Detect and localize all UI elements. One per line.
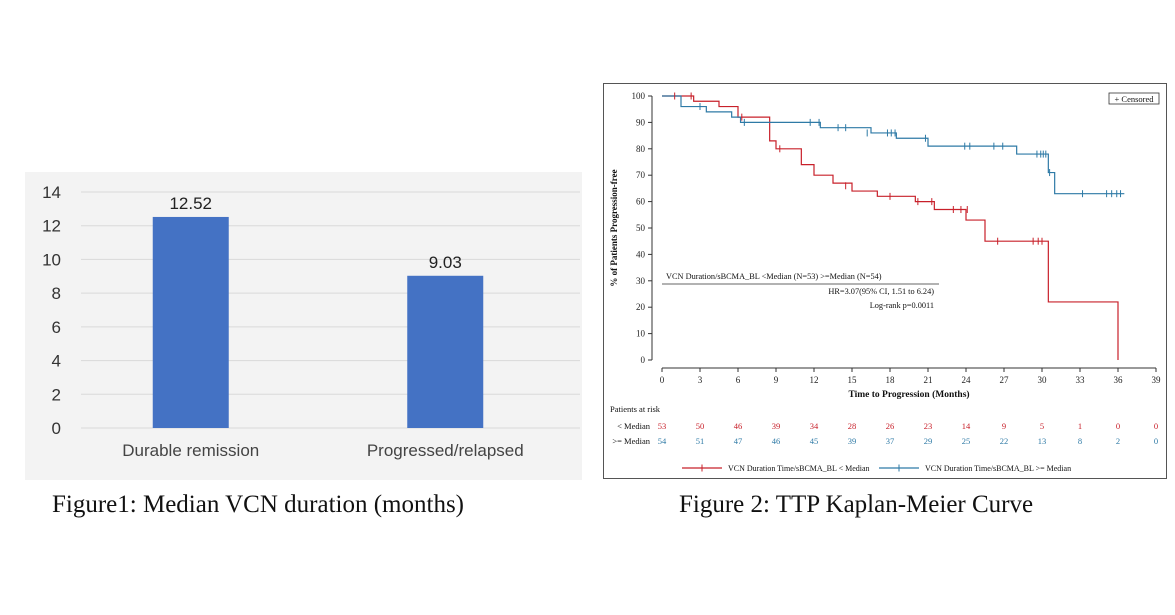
x-tick-label: 30 [1038,375,1048,385]
y-tick-label: 90 [636,117,646,127]
risk-count: 34 [810,421,819,431]
y-tick-label: 10 [42,250,61,269]
y-tick-label: 0 [52,419,61,438]
y-tick-label: 14 [42,183,61,202]
y-axis-title: % of Patients Progression-free [609,169,619,286]
x-tick-label: 24 [962,375,972,385]
x-tick-label: 15 [848,375,858,385]
category-label: Progressed/relapsed [367,441,524,460]
x-tick-label: 0 [660,375,665,385]
risk-count: 0 [1154,436,1158,446]
x-tick-label: 36 [1114,375,1124,385]
risk-count: 9 [1002,421,1006,431]
y-tick-label: 80 [636,144,646,154]
risk-count: 53 [658,421,667,431]
risk-count: 13 [1038,436,1047,446]
legend-label: VCN Duration Time/sBCMA_BL >= Median [925,464,1071,473]
x-tick-label: 39 [1152,375,1162,385]
curve-below-median [662,95,1119,360]
y-tick-label: 30 [636,276,646,286]
risk-count: 37 [886,436,895,446]
x-tick-label: 18 [886,375,896,385]
y-tick-label: 8 [52,284,61,303]
risk-count: 45 [810,436,819,446]
y-tick-label: 0 [641,355,646,365]
bar [152,216,229,428]
risk-count: 25 [962,436,971,446]
risk-count: 46 [772,436,781,446]
risk-count: 51 [696,436,705,446]
risk-count: 39 [848,436,857,446]
bar [407,275,484,428]
risk-count: 8 [1078,436,1082,446]
data-label: 9.03 [429,253,462,272]
y-tick-label: 70 [636,170,646,180]
figure2-panel: 0 10 20 30 40 50 60 70 80 90 100 0 3 6 9 12 15 18 21 24 27 30… [603,83,1167,479]
x-tick-label: 27 [1000,375,1010,385]
risk-count: 1 [1078,421,1082,431]
risk-count: 5 [1040,421,1044,431]
risk-count: 50 [696,421,705,431]
x-tick-label: 6 [736,375,741,385]
hr-table-header: VCN Duration/sBCMA_BL <Median (N=53) >=M… [666,272,882,281]
figure1-caption: Figure1: Median VCN duration (months) [52,491,464,518]
figure2-caption: Figure 2: TTP Kaplan-Meier Curve [679,491,1034,518]
y-tick-label: 60 [636,197,646,207]
logrank-value: Log-rank p=0.0011 [870,301,934,310]
risk-count: 28 [848,421,857,431]
risk-count: 0 [1154,421,1158,431]
risk-count: 47 [734,436,743,446]
risk-count: 29 [924,436,933,446]
risk-row-label: >= Median [612,436,650,446]
y-tick-label: 4 [52,352,61,371]
risk-count: 22 [1000,436,1009,446]
category-label: Durable remission [122,441,259,460]
x-tick-label: 12 [810,375,819,385]
x-tick-label: 3 [698,375,703,385]
data-label: 12.52 [169,194,212,213]
legend-label: VCN Duration Time/sBCMA_BL < Median [728,464,870,473]
risk-count: 54 [658,436,667,446]
risk-count: 46 [734,421,743,431]
risk-count: 14 [962,421,971,431]
risk-count: 0 [1116,421,1120,431]
y-tick-label: 2 [52,385,61,404]
figure1-panel: 0 2 4 6 8 10 12 14 12.52 9.03 Durable remission P… [25,172,582,480]
bar-chart: 0 2 4 6 8 10 12 14 12.52 9.03 Durable remission P… [42,183,580,460]
y-tick-label: 6 [52,318,61,337]
censored-legend-text: + Censored [1114,94,1154,104]
y-tick-label: 100 [632,91,646,101]
curve-above-median [662,95,1125,195]
hr-value: HR=3.07(95% CI, 1.51 to 6.24) [828,287,934,296]
y-tick-label: 50 [636,223,646,233]
risk-row-label: < Median [617,421,651,431]
y-tick-label: 40 [636,249,646,259]
x-axis-title: Time to Progression (Months) [848,389,969,400]
risk-count: 39 [772,421,781,431]
censored-legend-box [1108,92,1160,105]
risk-count: 23 [924,421,933,431]
risk-count: 2 [1116,436,1120,446]
y-tick-label: 20 [636,302,646,312]
x-tick-label: 9 [774,375,779,385]
risk-table-title: Patients at risk [610,404,661,414]
y-tick-label: 12 [42,217,61,236]
x-tick-label: 21 [924,375,933,385]
risk-count: 26 [886,421,895,431]
x-tick-label: 33 [1076,375,1086,385]
y-tick-label: 10 [636,329,646,339]
